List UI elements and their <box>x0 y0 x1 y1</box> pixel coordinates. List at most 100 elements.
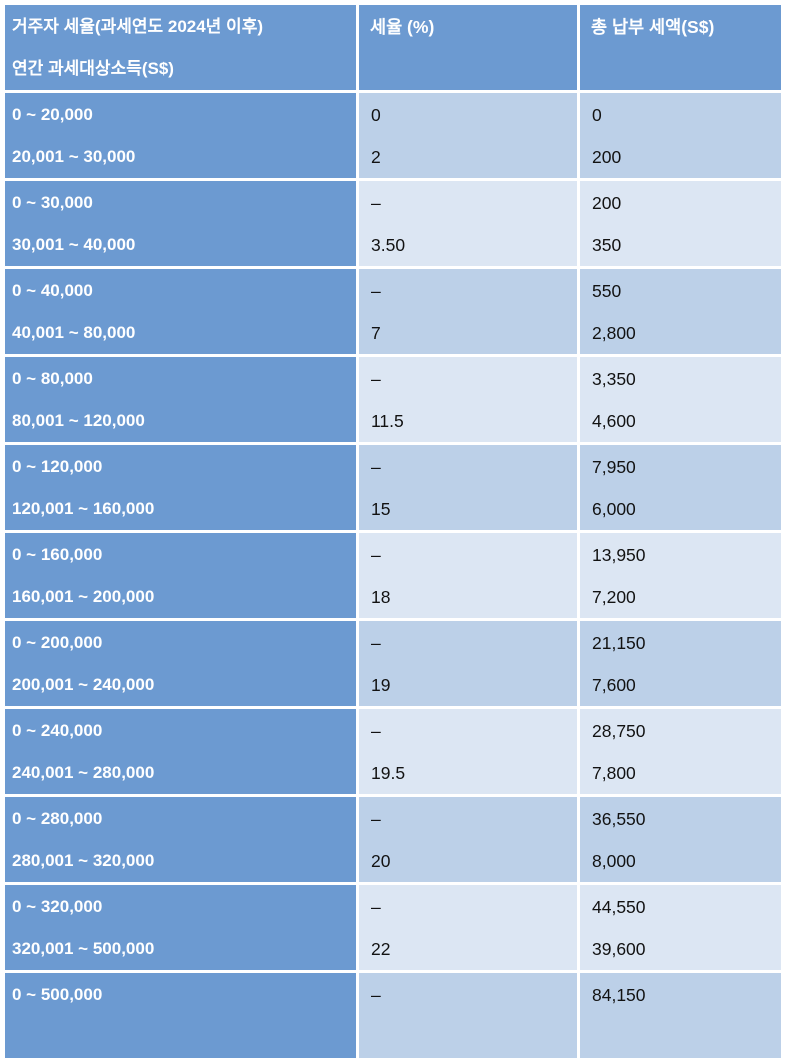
income-range: 80,001 ~ 120,000 <box>12 411 145 430</box>
rate-cell: 0 2 <box>359 93 577 178</box>
rate-value: – <box>371 897 381 917</box>
income-range: 160,001 ~ 200,000 <box>12 587 155 606</box>
header-rate-cell: 세율 (%) <box>359 5 577 90</box>
table-row: 0 ~ 40,000 40,001 ~ 80,000 – 7 550 2,800 <box>5 269 785 354</box>
income-range-cell: 0 ~ 80,000 80,001 ~ 120,000 <box>5 357 356 442</box>
tax-cell: 550 2,800 <box>580 269 781 354</box>
tax-cell: 44,550 39,600 <box>580 885 781 970</box>
rate-value: 0 <box>371 105 381 125</box>
table-row: 0 ~ 20,000 20,001 ~ 30,000 0 2 0 200 <box>5 93 785 178</box>
tax-value: 7,600 <box>592 675 636 695</box>
rate-value: – <box>371 369 381 389</box>
tax-cell: 200 350 <box>580 181 781 266</box>
rate-cell: – 7 <box>359 269 577 354</box>
header-income-cell: 거주자 세율(과세연도 2024년 이후) 연간 과세대상소득(S$) <box>5 5 356 90</box>
tax-value: 0 <box>592 105 602 125</box>
table-row: 0 ~ 120,000 120,001 ~ 160,000 – 15 7,950… <box>5 445 785 530</box>
tax-value: 13,950 <box>592 545 646 565</box>
tax-cell: 84,150 <box>580 973 781 1058</box>
rate-value: 19 <box>371 675 391 695</box>
income-range-cell: 0 ~ 120,000 120,001 ~ 160,000 <box>5 445 356 530</box>
income-range: 20,001 ~ 30,000 <box>12 147 136 166</box>
income-range-cell: 0 ~ 30,000 30,001 ~ 40,000 <box>5 181 356 266</box>
rate-value: – <box>371 721 381 741</box>
tax-value: 84,150 <box>592 985 646 1005</box>
income-range: 240,001 ~ 280,000 <box>12 763 155 782</box>
income-range: 0 ~ 240,000 <box>12 721 103 740</box>
rate-value: 22 <box>371 939 391 959</box>
table-header-row: 거주자 세율(과세연도 2024년 이후) 연간 과세대상소득(S$) 세율 (… <box>5 5 785 90</box>
rate-cell: – 20 <box>359 797 577 882</box>
header-title: 거주자 세율(과세연도 2024년 이후) <box>12 17 263 36</box>
tax-value <box>592 1024 781 1058</box>
table-row: 0 ~ 30,000 30,001 ~ 40,000 – 3.50 200 35… <box>5 181 785 266</box>
rate-value: 2 <box>371 147 381 167</box>
tax-value: 6,000 <box>592 499 636 519</box>
rate-value: – <box>371 457 381 477</box>
rate-cell: – 22 <box>359 885 577 970</box>
table-row: 0 ~ 80,000 80,001 ~ 120,000 – 11.5 3,350… <box>5 357 785 442</box>
rate-value: – <box>371 545 381 565</box>
tax-cell: 0 200 <box>580 93 781 178</box>
rate-cell: – 19.5 <box>359 709 577 794</box>
tax-value: 350 <box>592 235 622 255</box>
income-range <box>12 1024 350 1058</box>
income-range: 0 ~ 80,000 <box>12 369 93 388</box>
tax-value: 28,750 <box>592 721 646 741</box>
tax-value: 44,550 <box>592 897 646 917</box>
rate-cell: – 3.50 <box>359 181 577 266</box>
tax-cell: 28,750 7,800 <box>580 709 781 794</box>
income-range-cell: 0 ~ 40,000 40,001 ~ 80,000 <box>5 269 356 354</box>
header-rate-label: 세율 (%) <box>370 17 435 37</box>
tax-value: 7,200 <box>592 587 636 607</box>
income-range-cell: 0 ~ 200,000 200,001 ~ 240,000 <box>5 621 356 706</box>
tax-cell: 7,950 6,000 <box>580 445 781 530</box>
income-range: 0 ~ 20,000 <box>12 105 93 124</box>
income-range: 0 ~ 160,000 <box>12 545 103 564</box>
income-range: 200,001 ~ 240,000 <box>12 675 155 694</box>
tax-value: 550 <box>592 281 622 301</box>
header-tax-cell: 총 납부 세액(S$) <box>580 5 781 90</box>
income-range: 0 ~ 120,000 <box>12 457 103 476</box>
income-range-cell: 0 ~ 320,000 320,001 ~ 500,000 <box>5 885 356 970</box>
tax-cell: 13,950 7,200 <box>580 533 781 618</box>
income-range: 320,001 ~ 500,000 <box>12 939 155 958</box>
tax-value: 3,350 <box>592 369 636 389</box>
income-range: 120,001 ~ 160,000 <box>12 499 155 518</box>
income-range: 0 ~ 500,000 <box>12 985 103 1004</box>
rate-value: – <box>371 193 381 213</box>
table-row: 0 ~ 280,000 280,001 ~ 320,000 – 20 36,55… <box>5 797 785 882</box>
tax-cell: 3,350 4,600 <box>580 357 781 442</box>
table-row: 0 ~ 500,000 – 84,150 <box>5 973 785 1058</box>
tax-value: 21,150 <box>592 633 646 653</box>
rate-value: 11.5 <box>371 411 404 431</box>
income-range: 280,001 ~ 320,000 <box>12 851 155 870</box>
income-range: 0 ~ 200,000 <box>12 633 103 652</box>
tax-value: 4,600 <box>592 411 636 431</box>
rate-value: 18 <box>371 587 391 607</box>
table-row: 0 ~ 200,000 200,001 ~ 240,000 – 19 21,15… <box>5 621 785 706</box>
rate-value: – <box>371 281 381 301</box>
tax-value: 36,550 <box>592 809 646 829</box>
rate-value: – <box>371 985 381 1005</box>
rate-cell: – <box>359 973 577 1058</box>
tax-value: 7,950 <box>592 457 636 477</box>
tax-value: 2,800 <box>592 323 636 343</box>
rate-value: 19.5 <box>371 763 406 783</box>
income-range: 0 ~ 280,000 <box>12 809 103 828</box>
income-range: 0 ~ 320,000 <box>12 897 103 916</box>
rate-value <box>371 1024 577 1058</box>
income-range: 30,001 ~ 40,000 <box>12 235 136 254</box>
rate-value: 20 <box>371 851 391 871</box>
rate-value: 15 <box>371 499 391 519</box>
tax-cell: 36,550 8,000 <box>580 797 781 882</box>
rate-value: 3.50 <box>371 235 406 255</box>
tax-value: 200 <box>592 147 622 167</box>
rate-cell: – 11.5 <box>359 357 577 442</box>
rate-value: – <box>371 809 381 829</box>
rate-value: – <box>371 633 381 653</box>
header-tax-label: 총 납부 세액(S$) <box>591 17 715 37</box>
income-range-cell: 0 ~ 500,000 <box>5 973 356 1058</box>
income-range: 0 ~ 30,000 <box>12 193 93 212</box>
